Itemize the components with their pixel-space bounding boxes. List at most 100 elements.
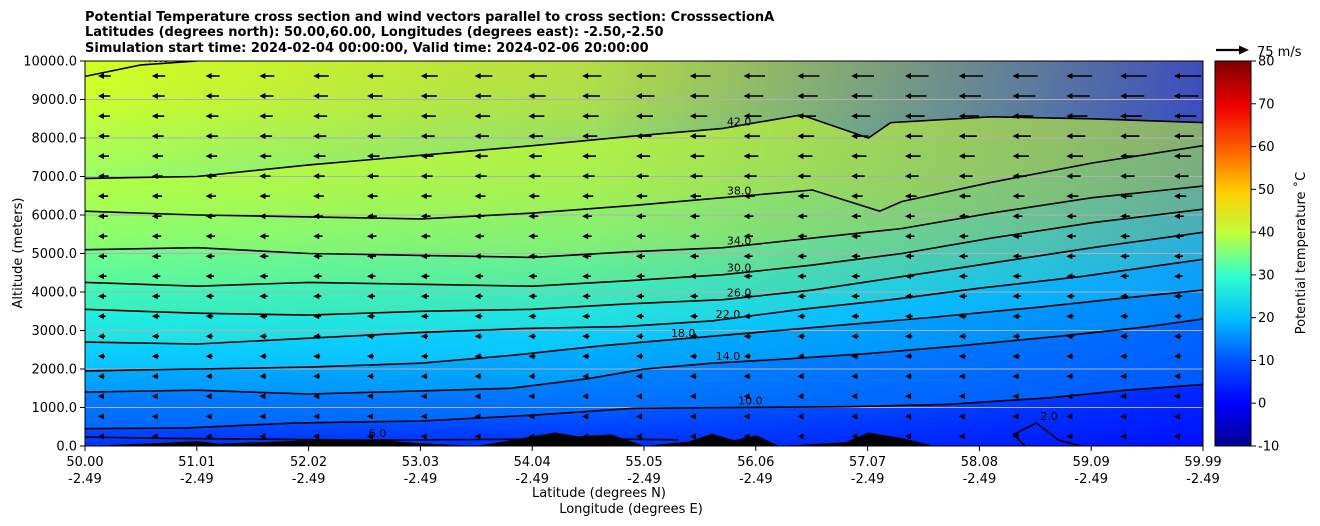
wind-vector-head — [743, 313, 750, 320]
wind-vector-head — [98, 93, 104, 99]
contour-line-18 — [85, 289, 1203, 372]
wind-vector-head — [1120, 393, 1127, 400]
wind-vector-head — [1174, 273, 1180, 280]
x-tick-label-lat: 57.07 — [849, 455, 886, 470]
x-tick-label-lon: -2.49 — [292, 472, 326, 487]
wind-vector-head — [1012, 373, 1019, 380]
colorbar-label: Potential temperature ˚C — [1293, 172, 1309, 335]
wind-vector-head — [259, 433, 266, 440]
x-tick-label-lat: 54.04 — [514, 455, 551, 470]
wind-vector-head — [367, 113, 373, 120]
wind-vector-head — [851, 93, 858, 99]
wind-vector-head — [689, 433, 696, 440]
wind-vector-head — [743, 133, 750, 140]
wind-vector-head — [528, 133, 535, 140]
wind-vector-head — [420, 433, 427, 440]
wind-vector-head — [689, 213, 696, 220]
wind-vector-head — [259, 93, 266, 99]
wind-vector-head — [582, 213, 589, 220]
x-tick-label-lat: 59.99 — [1184, 455, 1221, 470]
wind-vector-head — [743, 173, 750, 180]
wind-vector-head — [689, 193, 696, 200]
wind-vector-head — [958, 93, 965, 99]
y-tick-label: 4000.0 — [32, 286, 78, 301]
x-tick-label-lon: -2.49 — [739, 472, 773, 487]
wind-vector-head — [259, 153, 266, 160]
wind-vector-head — [1066, 333, 1073, 340]
wind-vector-head — [1174, 193, 1180, 200]
colorbar: -10 0 10 20 30 40 50 60 70 80 Potential temperatu… — [1214, 55, 1309, 455]
wind-vector-head — [367, 433, 373, 440]
wind-vector-head — [1120, 433, 1127, 440]
wind-vector-head — [259, 293, 266, 300]
wind-vector-head — [689, 413, 696, 420]
wind-vector-head — [1066, 213, 1073, 220]
wind-vector-head — [905, 393, 911, 400]
colorbar-tick-label: 70 — [1258, 97, 1275, 112]
contour-label-42: 42.0 — [727, 115, 752, 128]
wind-vector-head — [1012, 93, 1019, 99]
wind-vector-head — [958, 213, 965, 220]
wind-vector-head — [905, 213, 911, 220]
wind-vector-head — [636, 273, 642, 280]
wind-vector-head — [474, 113, 481, 120]
wind-vector-head — [1174, 373, 1180, 380]
wind-vector-head — [151, 173, 158, 180]
wind-vector-head — [1120, 233, 1127, 240]
temperature-band-38 — [85, 114, 1203, 219]
wind-vector-head — [851, 113, 858, 120]
wind-vector-head — [474, 173, 481, 180]
wind-vector-head — [1066, 173, 1073, 180]
wind-vector-head — [474, 93, 481, 99]
wind-vector-head — [205, 193, 212, 200]
wind-vector-head — [636, 193, 642, 200]
wind-vector-head — [636, 373, 642, 380]
wind-vector-head — [528, 213, 535, 220]
x-tick-label-lat: 56.06 — [737, 455, 774, 470]
wind-vector-head — [474, 233, 481, 240]
wind-vector-head — [851, 293, 858, 300]
wind-vector-head — [797, 373, 804, 380]
wind-vector-head — [851, 213, 858, 220]
contour-label-30: 30.0 — [727, 262, 752, 275]
wind-vector-head — [98, 73, 104, 79]
wind-vector-head — [259, 173, 266, 180]
wind-vector-head — [528, 73, 535, 79]
wind-vector-head — [851, 373, 858, 380]
wind-vector-head — [367, 313, 373, 320]
wind-vector-head — [1120, 73, 1127, 79]
wind-vector-head — [259, 393, 266, 400]
wind-vector-head — [689, 233, 696, 240]
wind-vector-head — [151, 353, 158, 360]
wind-vector-head — [1120, 93, 1127, 99]
wind-vector-head — [851, 273, 858, 280]
wind-vector-head — [905, 253, 911, 260]
wind-vector-head — [1012, 73, 1019, 79]
wind-vector-head — [420, 233, 427, 240]
wind-vector-head — [1120, 273, 1127, 280]
wind-vector-head — [851, 233, 858, 240]
wind-vector-head — [797, 153, 804, 160]
wind-vector-head — [743, 93, 750, 99]
contour-line-22 — [85, 258, 1203, 345]
wind-vector-head — [1174, 173, 1180, 180]
wind-vector-head — [905, 293, 911, 300]
wind-vector-head — [98, 373, 104, 380]
x-tick-label-lon: -2.49 — [404, 472, 438, 487]
wind-vector-head — [1012, 293, 1019, 300]
wind-vector-head — [367, 333, 373, 340]
y-tick-label: 2000.0 — [32, 363, 78, 378]
wind-vector-head — [797, 93, 804, 99]
wind-vector-head — [151, 133, 158, 140]
wind-vector-head — [474, 253, 481, 260]
wind-vector-head — [851, 413, 858, 420]
wind-vector-head — [528, 193, 535, 200]
wind-vector-head — [259, 373, 266, 380]
wind-vector-head — [689, 313, 696, 320]
wind-vector-head — [582, 173, 589, 180]
wind-vector-head — [689, 73, 696, 79]
wind-vector-head — [1066, 353, 1073, 360]
wind-vector-head — [98, 253, 104, 260]
wind-vector-head — [98, 133, 104, 140]
wind-vector-head — [367, 153, 373, 160]
